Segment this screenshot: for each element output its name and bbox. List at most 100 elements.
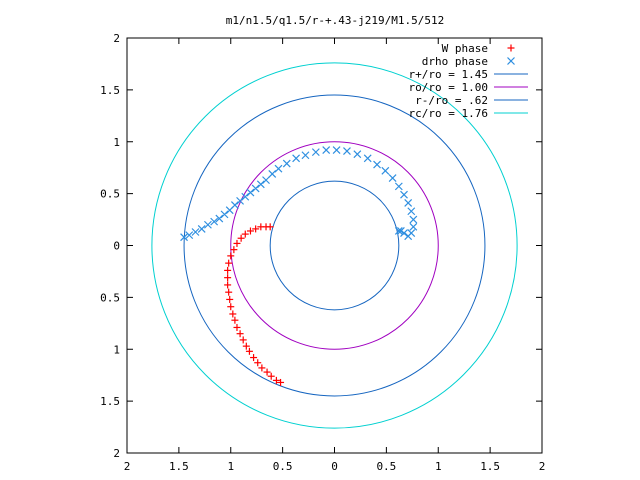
drho-phase-point — [230, 201, 239, 209]
radius-circle — [183, 94, 486, 397]
w-phase-point — [258, 364, 266, 372]
w-phase-point — [257, 223, 265, 231]
y-tick-label: 1.5 — [100, 84, 120, 97]
y-tick-label: 0.5 — [100, 188, 120, 201]
drho-phase-point — [404, 199, 413, 207]
y-tick-label: 1 — [113, 343, 120, 356]
drho-phase-point — [301, 151, 310, 160]
w-phase-point — [224, 266, 232, 274]
drho-phase-point — [363, 154, 372, 163]
w-phase-point — [245, 347, 253, 355]
x-tick-label: 2 — [124, 460, 131, 473]
drho-phase-point — [373, 160, 381, 169]
drho-phase-point — [396, 227, 405, 235]
data-points — [180, 146, 418, 386]
w-phase-point — [227, 303, 235, 311]
w-phase-point — [230, 246, 238, 254]
x-tick-label: 0.5 — [273, 460, 293, 473]
legend-entry-label: r+/ro = 1.45 — [409, 68, 488, 81]
w-phase-point — [237, 234, 245, 242]
drho-phase-point — [215, 214, 224, 223]
drho-phase-point — [268, 169, 277, 178]
w-phase-point — [229, 310, 237, 318]
axis-ticks: 2 1.5 1 0.5 0 0.5 1 1.5 221.510.500.511.52 — [100, 32, 545, 473]
radius-circle — [269, 180, 400, 311]
drho-phase-point — [246, 188, 255, 197]
drho-phase-point — [400, 190, 408, 199]
drho-phase-point — [292, 154, 301, 163]
w-phase-point — [241, 230, 249, 238]
w-phase-point — [236, 330, 244, 338]
y-tick-label: 0 — [113, 240, 120, 253]
drho-phase-point — [343, 147, 351, 156]
w-phase-point — [267, 372, 275, 380]
legend-entry-label: W phase — [442, 42, 488, 55]
drho-phase-point — [256, 180, 265, 189]
w-phase-point — [242, 342, 250, 350]
x-tick-label: 0 — [331, 460, 338, 473]
y-tick-label: 1 — [113, 136, 120, 149]
y-tick-label: 2 — [113, 447, 120, 460]
drho-phase-point — [388, 174, 397, 182]
drho-phase-point — [353, 150, 362, 159]
drho-phase-point — [204, 220, 212, 229]
drho-phase-point — [274, 164, 283, 173]
x-tick-label: 1.5 — [480, 460, 500, 473]
y-tick-label: 2 — [113, 32, 120, 45]
w-phase-point — [272, 376, 280, 384]
drho-phase-point — [332, 146, 341, 154]
y-tick-label: 0.5 — [100, 291, 120, 304]
drho-phase-point — [409, 222, 418, 231]
w-phase-point — [250, 354, 258, 362]
w-phase-point — [254, 359, 262, 367]
legend-entry-label: ro/ro = 1.00 — [409, 81, 488, 94]
w-phase-point — [263, 368, 271, 376]
drho-phase-point — [404, 232, 413, 241]
radius-circle — [151, 62, 518, 429]
legend-entry-label: r-/ro = .62 — [415, 94, 488, 107]
drho-phase-point — [191, 228, 200, 236]
w-phase-point — [227, 252, 235, 260]
drho-phase-point — [236, 196, 245, 205]
drho-phase-point — [197, 224, 206, 233]
drho-phase-point — [185, 231, 194, 240]
w-phase-point — [233, 239, 241, 247]
x-tick-label: 1.5 — [169, 460, 189, 473]
radius-circles — [151, 62, 518, 429]
legend-marker — [507, 44, 515, 52]
w-phase-point — [231, 316, 239, 324]
legend-entry-label: drho phase — [422, 55, 488, 68]
w-phase-point — [252, 225, 260, 233]
drho-phase-point — [394, 182, 403, 191]
w-phase-point — [233, 323, 241, 331]
drho-phase-point — [180, 233, 188, 242]
w-phase-point — [239, 336, 247, 344]
y-tick-label: 1.5 — [100, 395, 120, 408]
w-phase-point — [226, 295, 234, 303]
w-phase-point — [225, 259, 233, 267]
x-tick-label: 0.5 — [376, 460, 396, 473]
x-tick-label: 1 — [227, 460, 234, 473]
drho-phase-point — [407, 207, 416, 216]
w-phase-point — [277, 378, 285, 386]
legend-entry-label: rc/ro = 1.76 — [409, 107, 488, 120]
drho-phase-point — [322, 146, 331, 154]
drho-phase-point — [311, 148, 320, 157]
drho-phase-point — [220, 210, 229, 219]
w-phase-point — [224, 281, 232, 289]
drho-phase-point — [251, 184, 260, 193]
x-tick-label: 2 — [539, 460, 546, 473]
legend-marker — [507, 57, 515, 65]
drho-phase-point — [241, 192, 250, 201]
drho-phase-point — [210, 217, 219, 226]
drho-phase-point — [262, 176, 270, 185]
w-phase-point — [225, 288, 233, 296]
radius-circle — [230, 141, 439, 350]
w-phase-point — [246, 227, 254, 235]
drho-phase-point — [409, 215, 418, 224]
drho-phase-point — [282, 159, 291, 168]
x-tick-label: 1 — [435, 460, 442, 473]
drho-phase-point — [394, 227, 403, 235]
